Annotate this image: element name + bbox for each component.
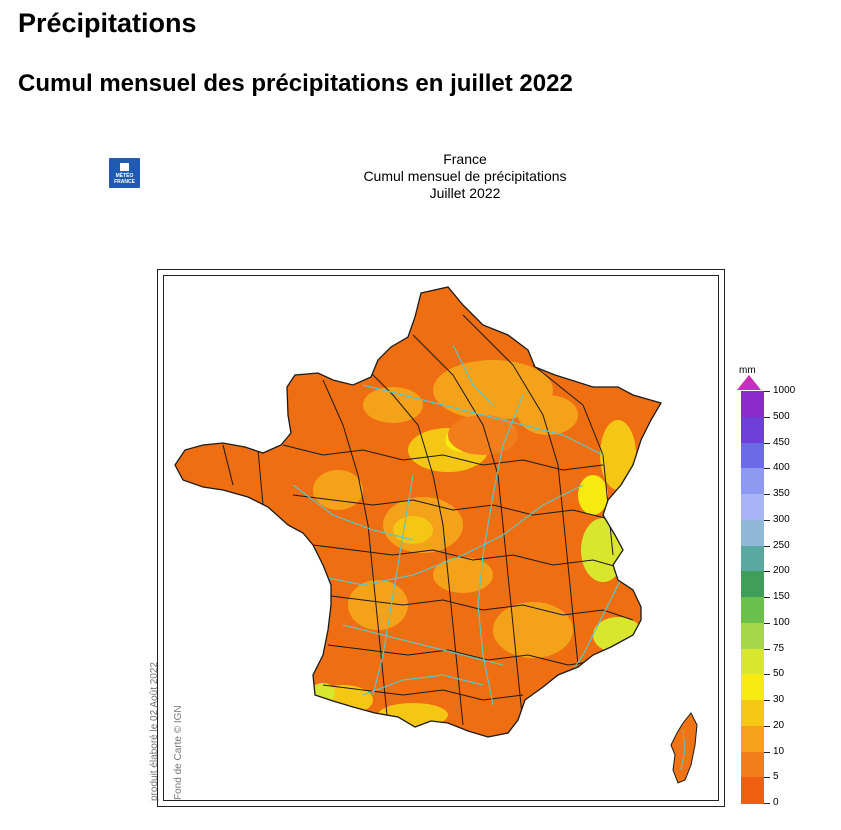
- legend-tick-label: 200: [773, 565, 790, 577]
- rivers: [292, 344, 624, 706]
- france-map: [174, 286, 698, 784]
- legend-color-step: [741, 777, 764, 804]
- legend-tick-label: 250: [773, 539, 790, 551]
- legend-tick-label: 30: [773, 694, 785, 705]
- legend-tick-mark: [764, 468, 770, 470]
- department-borders: [222, 314, 634, 726]
- legend-tick-label: 0: [773, 797, 779, 808]
- legend-tick-label: 5: [773, 771, 779, 783]
- legend-tick-mark: [764, 725, 770, 727]
- logo-text-meteo: MÉTÉO: [115, 173, 134, 179]
- legend-color-step: [741, 442, 764, 469]
- legend-tick-label: 75: [773, 642, 785, 654]
- legend-tick-mark: [764, 519, 770, 521]
- legend-unit: mm: [739, 365, 756, 376]
- legend-tick-mark: [764, 777, 770, 779]
- ign-credit: Fond de Carte © IGN: [173, 705, 184, 800]
- legend-tick-mark: [764, 597, 770, 598]
- legend-color-step: [741, 519, 764, 546]
- legend-tick-mark: [764, 622, 770, 624]
- legend-color-step: [741, 545, 764, 572]
- legend-tick-label: 400: [773, 462, 790, 474]
- precipitation-map-figure: MÉTÉO FRANCE France Cumul mensuel de pré…: [105, 145, 825, 825]
- legend-tick-label: 20: [773, 719, 785, 731]
- corsica: [670, 712, 698, 784]
- legend-tick-label: 300: [773, 513, 790, 525]
- legend-tick-mark: [764, 674, 770, 676]
- legend-tick-label: 450: [773, 436, 790, 448]
- legend-tick-mark: [764, 648, 770, 650]
- map-title: France Cumul mensuel de précipitations J…: [305, 151, 625, 202]
- legend-tick-mark: [764, 545, 770, 547]
- legend-tick-mark: [764, 571, 770, 573]
- legend-color-step: [741, 416, 764, 443]
- legend-tick-label: 150: [773, 591, 790, 602]
- legend-color-step: [741, 571, 764, 598]
- legend-color-step: [741, 622, 764, 649]
- page-heading: Précipitations: [18, 8, 197, 38]
- precipitation-patches: [175, 287, 661, 737]
- legend-color-step: [741, 674, 764, 701]
- legend-tick-mark: [764, 391, 770, 392]
- legend-tick-mark: [764, 700, 770, 701]
- legend-tick-label: 50: [773, 668, 785, 680]
- legend-color-step: [741, 494, 764, 521]
- legend-tick-label: 350: [773, 488, 790, 499]
- logo-text-france: FRANCE: [114, 179, 135, 185]
- legend-tick-mark: [764, 416, 770, 418]
- legend-tick-label: 1000: [773, 385, 796, 396]
- legend-color-step: [741, 725, 764, 752]
- legend-tick-label: 10: [773, 745, 785, 757]
- page-subheading: Cumul mensuel des précipitations en juil…: [18, 70, 573, 97]
- legend-tick-mark: [764, 751, 770, 753]
- legend-color-step: [741, 751, 764, 778]
- legend-tick-label: 100: [773, 616, 790, 628]
- legend-tick-mark: [764, 442, 770, 444]
- map-title-measure: Cumul mensuel de précipitations: [363, 168, 567, 184]
- legend-color-step: [741, 700, 764, 727]
- legend-tick-mark: [764, 494, 770, 495]
- legend-color-step: [741, 648, 764, 675]
- legend-colorbar: [741, 391, 764, 804]
- legend-tick-label: 500: [773, 410, 790, 422]
- legend-overflow-arrow: [737, 375, 761, 390]
- legend-color-step: [741, 391, 764, 418]
- production-date-credit: produit élaboré le 02 Août 2022: [149, 662, 160, 801]
- legend-color-step: [741, 597, 764, 624]
- map-frame-outer: [157, 269, 725, 807]
- meteo-france-logo: MÉTÉO FRANCE: [109, 158, 140, 188]
- map-title-country: France: [443, 151, 487, 167]
- legend-color-step: [741, 468, 764, 495]
- map-title-period: Juillet 2022: [429, 185, 501, 201]
- map-frame-inner: [163, 275, 719, 801]
- legend-tick-mark: [764, 803, 770, 804]
